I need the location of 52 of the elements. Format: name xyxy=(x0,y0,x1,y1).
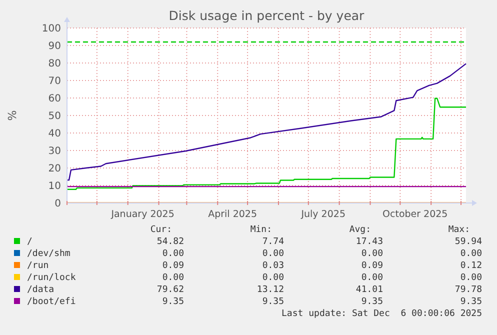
text: 41.01 xyxy=(356,285,383,295)
legend-label: /run/lock xyxy=(27,273,76,283)
text: Last update: Sat Dec 6 00:00:06 2025 xyxy=(282,309,482,319)
text: 9.35 xyxy=(460,297,482,307)
y-tick-label: 20 xyxy=(48,164,61,174)
text: 0.00 xyxy=(262,273,284,283)
text: Avg: xyxy=(349,225,371,235)
y-tick-label: 10 xyxy=(48,181,61,192)
text: 0.00 xyxy=(361,249,383,259)
text: 0.00 xyxy=(460,249,482,259)
text: Max: xyxy=(448,225,470,235)
chart-title: Disk usage in percent - by year xyxy=(168,8,366,23)
text: 7.74 xyxy=(262,237,284,247)
text: 0.12 xyxy=(460,261,482,271)
y-tick-label: 0 xyxy=(54,198,61,210)
text: Min: xyxy=(250,225,272,235)
text: 9.35 xyxy=(262,297,284,307)
text: 79.62 xyxy=(156,285,184,295)
legend-label: /run xyxy=(27,261,49,271)
text: 0.00 xyxy=(162,273,184,283)
text: 0.03 xyxy=(262,261,284,271)
text: 0.00 xyxy=(361,273,383,283)
x-tick-label: April 2025 xyxy=(208,209,258,220)
text: 0.00 xyxy=(460,273,482,283)
text: 0.09 xyxy=(162,261,184,271)
y-axis-title: % xyxy=(6,110,19,121)
text: 0.00 xyxy=(262,249,284,259)
legend-label: /data xyxy=(27,285,54,295)
y-tick-label: 100 xyxy=(42,24,61,34)
text: Cur: xyxy=(150,225,172,235)
legend-label: /dev/shm xyxy=(27,249,70,259)
text: 59.94 xyxy=(454,237,482,247)
legend-label: / xyxy=(27,237,32,247)
x-tick-label: October 2025 xyxy=(382,209,448,220)
y-tick-label: 60 xyxy=(48,94,61,104)
y-tick-label: 40 xyxy=(48,128,61,140)
text: 9.35 xyxy=(162,297,184,307)
text: 54.82 xyxy=(156,237,184,247)
y-tick-label: 80 xyxy=(48,58,61,70)
text: 0.00 xyxy=(162,249,184,259)
y-tick-label: 30 xyxy=(48,146,61,157)
y-tick-label: 90 xyxy=(48,41,61,52)
text: 9.35 xyxy=(361,297,383,307)
text: 0.09 xyxy=(361,261,383,271)
text: 13.12 xyxy=(256,285,284,295)
legend-label: /boot/efi xyxy=(27,297,76,307)
text: 17.43 xyxy=(356,237,383,247)
text: 79.78 xyxy=(454,285,482,295)
x-tick-label: January 2025 xyxy=(110,209,174,220)
y-tick-label: 70 xyxy=(48,76,61,87)
y-tick-label: 50 xyxy=(48,111,61,122)
x-tick-label: July 2025 xyxy=(300,209,346,220)
